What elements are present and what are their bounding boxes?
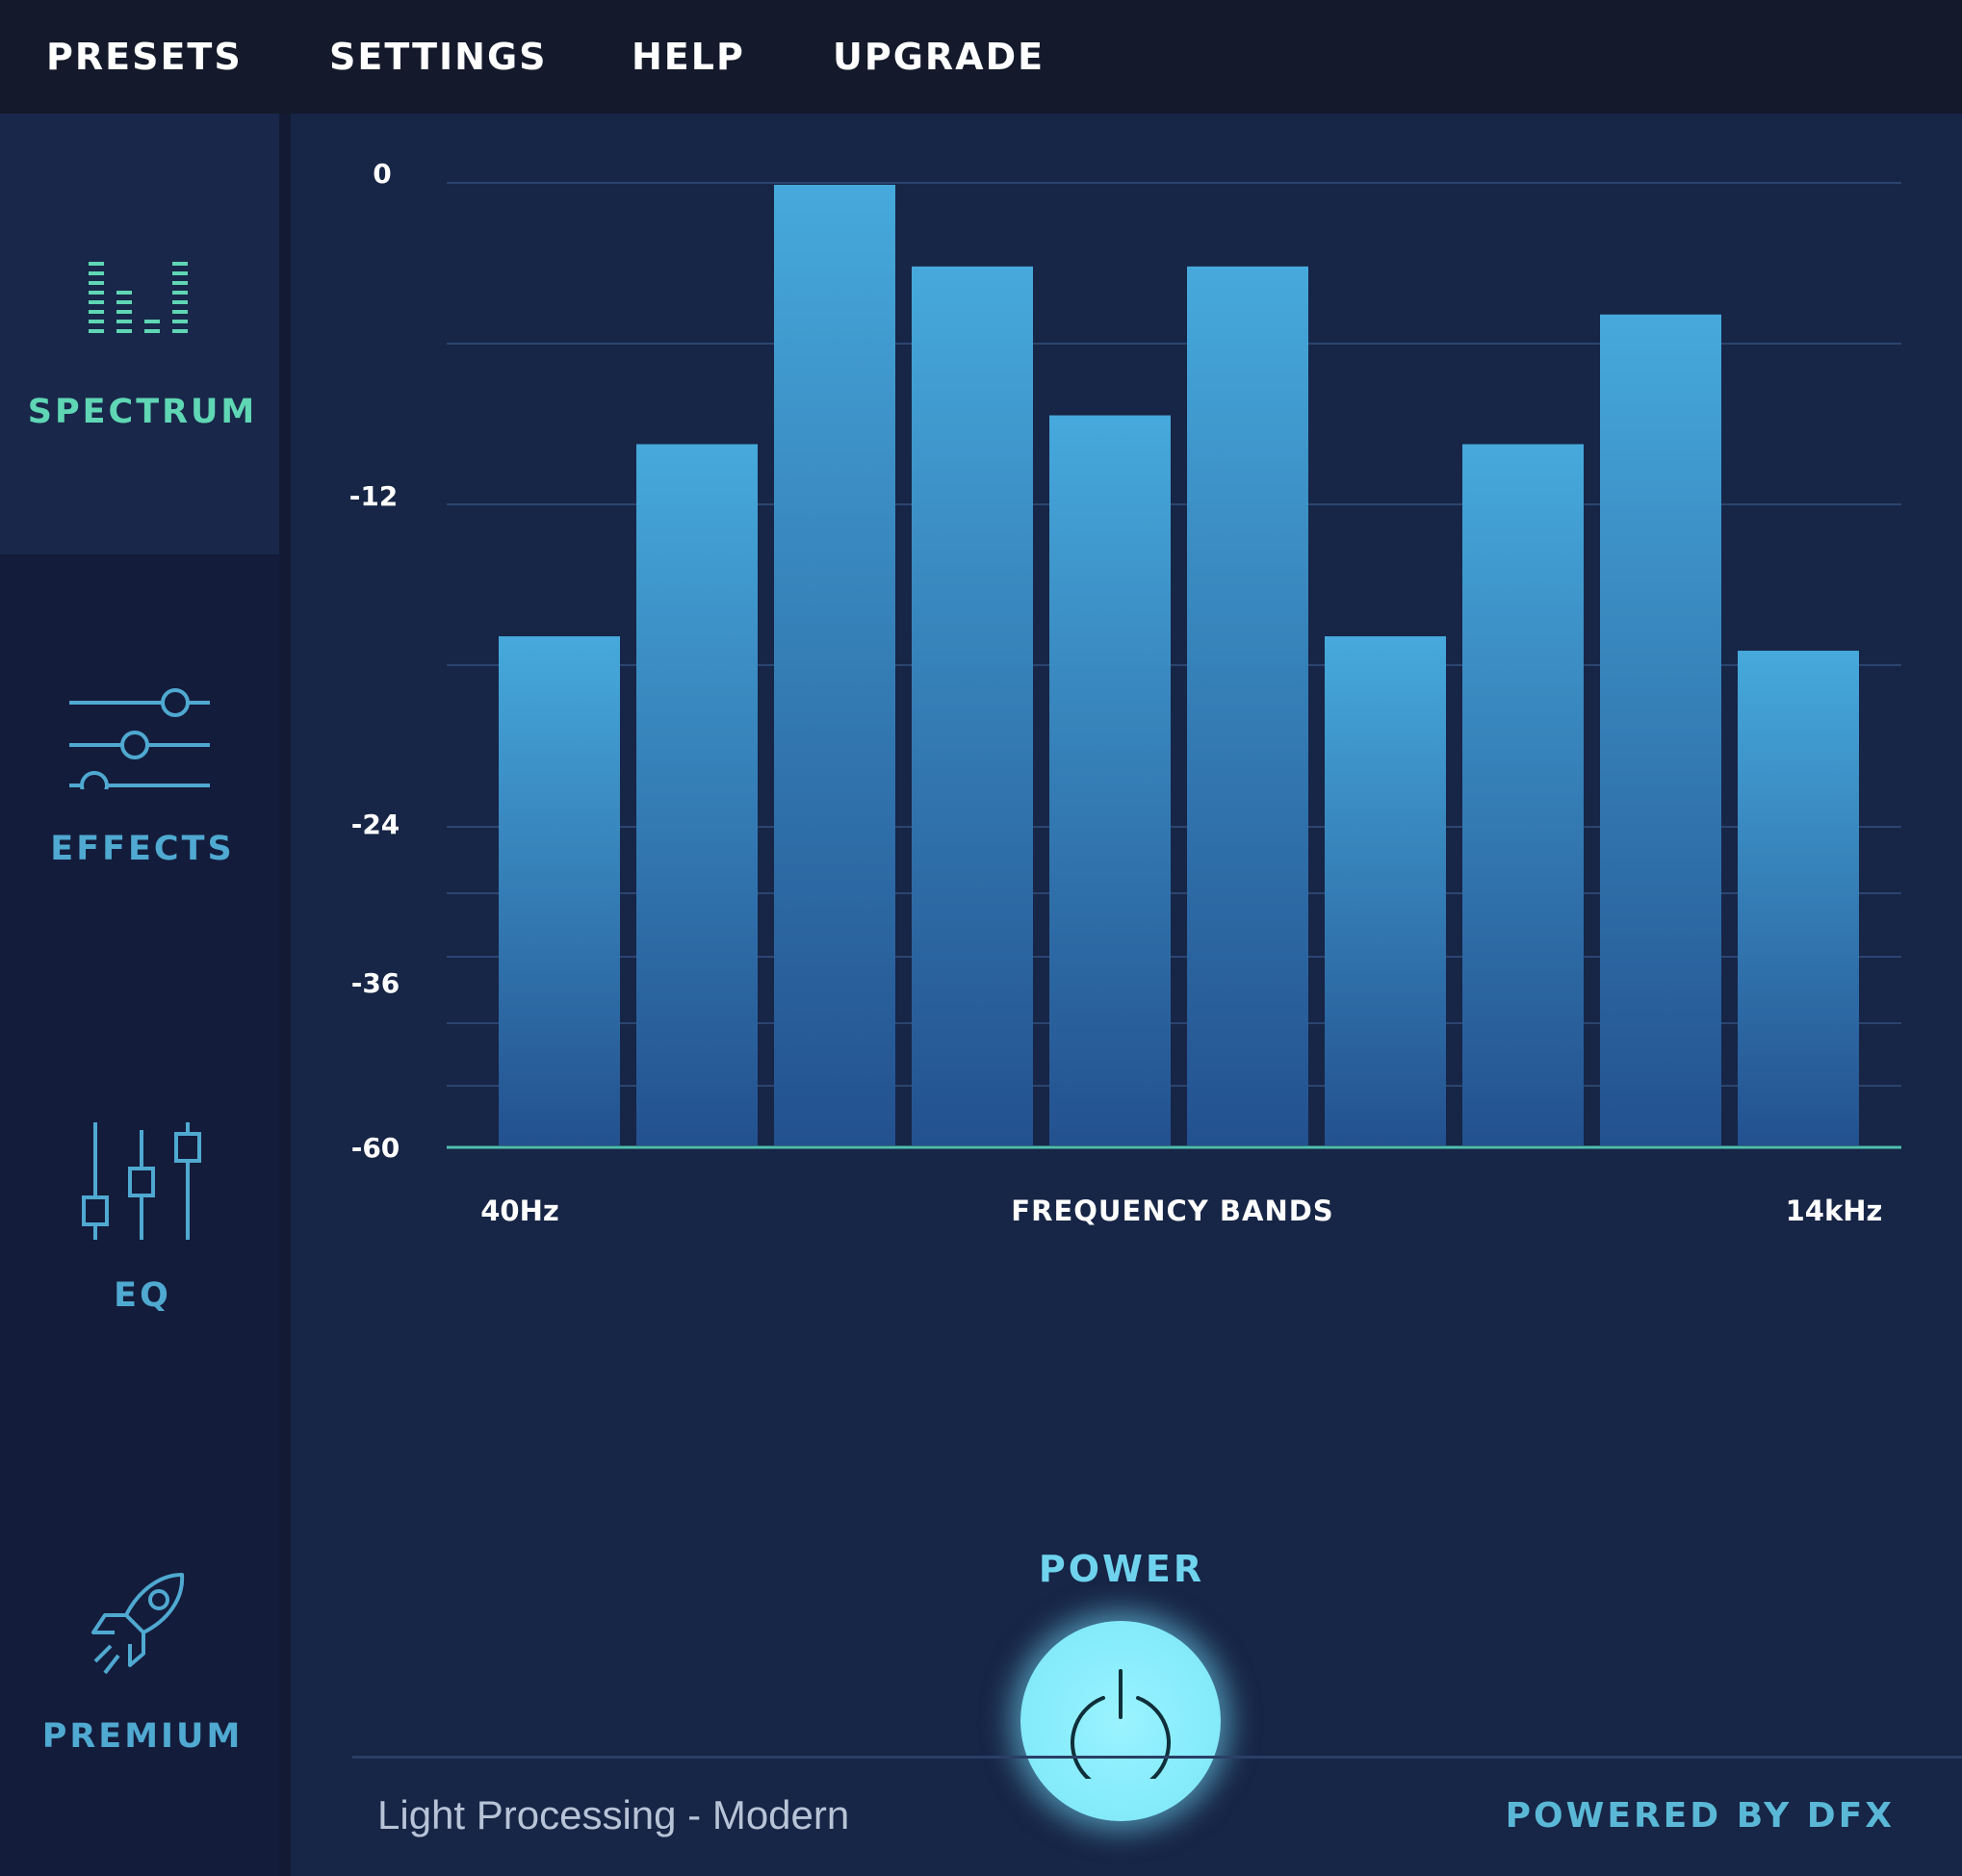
y-tick-label: -36 [351, 967, 400, 999]
spectrum-bar [1049, 415, 1171, 1145]
spectrum-bar [636, 444, 758, 1146]
power-label: POWER [1038, 1548, 1205, 1590]
main-panel: 0 -12 -24 -36 -60 40Hz FREQUENCY BANDS 1… [291, 114, 1962, 1876]
spectrum-icon [0, 260, 279, 345]
x-start-label: 40Hz [480, 1195, 559, 1227]
spectrum-bar [1462, 444, 1584, 1146]
footer-divider [352, 1756, 1962, 1759]
sidebar-label-eq: EQ [114, 1276, 171, 1315]
y-tick-label: -12 [349, 480, 399, 512]
spectrum-bar [1187, 266, 1308, 1145]
y-tick-label: -24 [351, 809, 400, 840]
menu-settings[interactable]: SETTINGS [329, 36, 548, 78]
menu-upgrade[interactable]: UPGRADE [833, 36, 1046, 78]
spectrum-chart: 0 -12 -24 -36 -60 40Hz FREQUENCY BANDS 1… [349, 158, 1901, 1227]
sidebar-divider [279, 114, 291, 1876]
menu-presets[interactable]: PRESETS [46, 36, 243, 78]
sidebar-label-spectrum: SPECTRUM [27, 393, 258, 431]
sidebar-label-effects: EFFECTS [50, 830, 235, 868]
spectrum-bar [774, 185, 895, 1145]
top-menu-bar: PRESETS SETTINGS HELP UPGRADE [0, 0, 1962, 114]
spectrum-bar [1738, 651, 1859, 1145]
power-icon [1071, 1669, 1171, 1779]
rocket-icon [0, 1567, 279, 1686]
spectrum-bar [499, 636, 620, 1145]
spectrum-bar [1600, 314, 1721, 1145]
x-end-label: 14kHz [1786, 1195, 1883, 1227]
spectrum-bar [1325, 636, 1446, 1145]
eq-icon [0, 1120, 279, 1246]
spectrum-bar [912, 266, 1033, 1145]
power-button[interactable] [1020, 1621, 1221, 1821]
y-tick-label: -60 [351, 1132, 400, 1164]
sliders-icon [0, 683, 279, 800]
preset-name: Light Processing - Modern [377, 1792, 850, 1837]
menu-help[interactable]: HELP [632, 36, 745, 78]
y-tick-label: 0 [373, 158, 391, 190]
sidebar-item-premium[interactable]: PREMIUM [0, 1550, 279, 1781]
sidebar-label-premium: PREMIUM [41, 1717, 244, 1756]
sidebar-item-spectrum[interactable]: SPECTRUM [0, 114, 279, 554]
x-axis-title: FREQUENCY BANDS [1011, 1195, 1333, 1227]
powered-by-label: POWERED BY DFX [1505, 1796, 1895, 1836]
sidebar-item-effects[interactable]: EFFECTS [0, 664, 279, 895]
sidebar-item-eq[interactable]: EQ [0, 1107, 279, 1338]
